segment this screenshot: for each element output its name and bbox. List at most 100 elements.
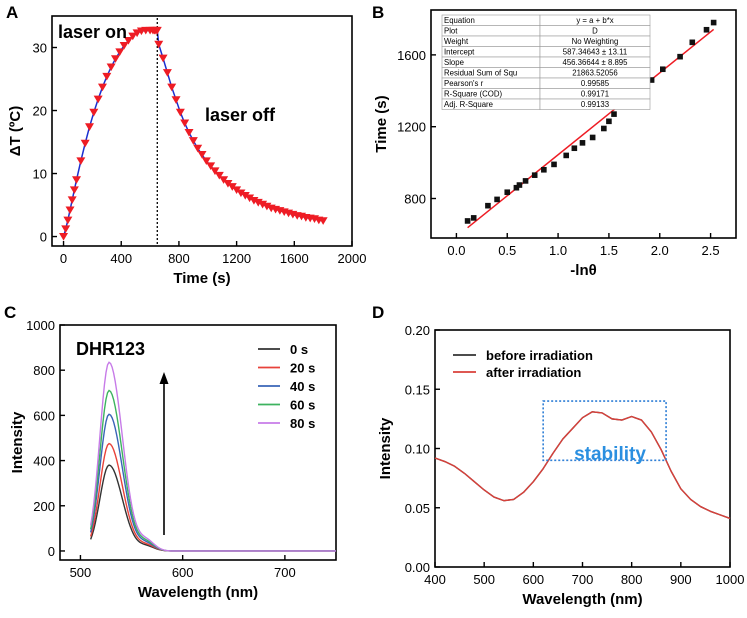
data-point <box>689 39 696 46</box>
data-point <box>210 167 220 176</box>
data-point <box>494 196 500 203</box>
data-point <box>65 206 75 215</box>
data-point <box>128 32 138 41</box>
panel-letter-d: D <box>372 303 384 322</box>
panel-letter-b: B <box>372 3 384 22</box>
y-tick-label: 1600 <box>397 48 426 63</box>
data-point <box>214 171 224 180</box>
data-point <box>551 161 557 168</box>
data-point <box>516 182 523 188</box>
y-tick-label: 600 <box>33 408 55 423</box>
plot-frame <box>59 324 337 561</box>
data-point <box>63 216 73 225</box>
data-point <box>69 186 79 194</box>
data-point <box>162 69 172 77</box>
data-point <box>223 180 233 188</box>
y-tick-label: 30 <box>33 41 47 56</box>
data-point <box>188 137 198 145</box>
data-point <box>589 134 596 141</box>
table-cell <box>539 98 651 110</box>
data-point <box>485 202 491 209</box>
plot-frame <box>51 15 353 247</box>
data-point <box>152 26 162 35</box>
series-line <box>434 411 731 520</box>
y-axis-label: Intensity <box>377 417 394 479</box>
table-value: 0.99171 <box>581 90 609 99</box>
table-value: No Weighting <box>572 37 619 46</box>
data-point <box>175 108 185 117</box>
legend-label: after irradiation <box>486 365 581 380</box>
data-point <box>89 108 99 117</box>
data-point <box>72 176 82 184</box>
y-axis-label: ΔT (ºC) <box>7 106 24 156</box>
x-tick-label: 0 <box>60 251 67 266</box>
x-tick-label: 800 <box>621 572 643 587</box>
y-tick-label: 0.05 <box>405 501 430 516</box>
y-tick-label: 1200 <box>397 120 426 135</box>
data-point <box>522 178 529 184</box>
series-line <box>89 361 336 552</box>
data-point <box>579 140 586 146</box>
data-point <box>158 54 168 63</box>
stability-box <box>542 400 667 462</box>
data-point <box>571 145 578 152</box>
table-key: Intercept <box>444 48 475 57</box>
data-point <box>710 19 717 26</box>
legend-label: 80 s <box>290 416 315 431</box>
y-tick-label: 0.15 <box>405 382 430 397</box>
x-axis-label: Time (s) <box>173 270 230 287</box>
data-point <box>606 118 612 125</box>
x-tick-label: 1200 <box>222 251 251 266</box>
x-tick-label: 400 <box>424 572 446 587</box>
x-axis-label: Wavelength (nm) <box>522 591 642 608</box>
panel-b-chart: 0.0 0.5 1.0 1.5 2.0 2.5 800 1200 1600 -lnθ Time (s… <box>373 9 737 279</box>
data-point <box>240 191 250 200</box>
data-point <box>67 196 77 205</box>
y-tick-label: 20 <box>33 104 47 119</box>
x-tick-label: 2.5 <box>702 243 720 258</box>
data-point <box>59 232 69 241</box>
y-axis-label: Intensity <box>9 411 26 473</box>
annotation-laser-off: laser off <box>205 105 276 125</box>
table-value: 0.99585 <box>581 79 610 88</box>
data-point <box>703 26 710 33</box>
data-point <box>201 157 211 165</box>
table-value: 21863.52056 <box>572 69 618 78</box>
data-point <box>227 183 237 191</box>
legend-label: 0 s <box>290 342 308 357</box>
panel-letter-c: C <box>4 303 16 322</box>
y-tick-label: 10 <box>33 167 47 182</box>
data-point <box>197 151 207 159</box>
series-line <box>434 411 731 520</box>
table-key: Equation <box>444 16 475 25</box>
x-tick-label: 900 <box>670 572 692 587</box>
data-point <box>232 186 242 194</box>
panel-a-chart: 0 400 800 1200 1600 2000 0 10 20 30 Time (s) ΔT (ºC… <box>7 15 367 287</box>
data-point <box>541 166 547 173</box>
y-tick-label: 200 <box>33 499 55 514</box>
data-point <box>236 189 246 198</box>
annotation-laser-on: laser on <box>58 22 127 42</box>
x-tick-label: 0.5 <box>498 243 516 258</box>
table-value: 0.99133 <box>581 100 609 109</box>
x-tick-label: 2000 <box>338 251 367 266</box>
x-axis-label: Wavelength (nm) <box>138 584 258 601</box>
table-key: Residual Sum of Squ <box>444 69 517 78</box>
data-point <box>123 36 133 45</box>
data-point <box>171 96 181 104</box>
data-point <box>102 72 112 81</box>
table-key: R-Square (COD) <box>444 90 502 99</box>
x-axis-label: -lnθ <box>570 262 596 279</box>
data-point <box>119 42 129 50</box>
data-point <box>167 83 177 92</box>
legend-label: 60 s <box>290 398 315 413</box>
y-tick-label: 0.00 <box>405 560 430 575</box>
table-key: Plot <box>444 27 458 36</box>
y-axis-label: Time (s) <box>373 95 390 152</box>
annotation-dhr123: DHR123 <box>76 339 145 359</box>
x-tick-label: 1.5 <box>600 243 618 258</box>
x-tick-label: 600 <box>172 565 194 580</box>
fit-line <box>62 29 324 237</box>
y-tick-label: 0 <box>40 230 47 245</box>
